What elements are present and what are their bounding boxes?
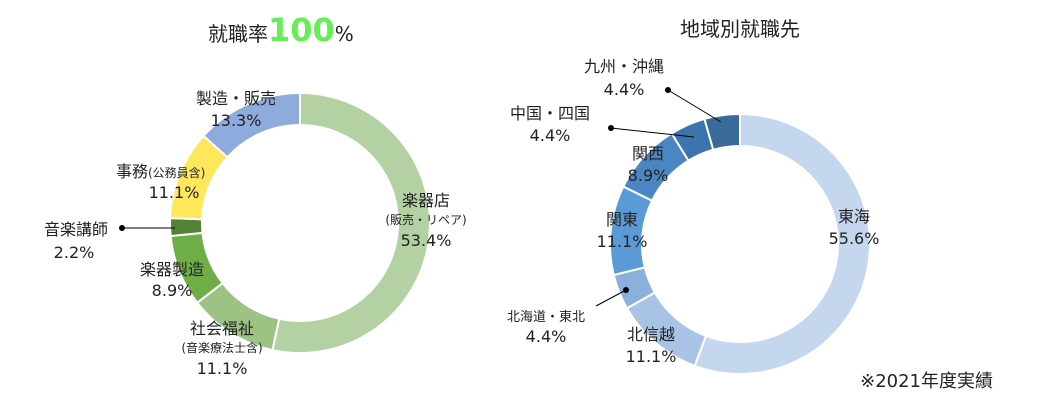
slice-label-東海: 東海 [838, 207, 870, 226]
slice-value-事務: 11.1% [149, 183, 200, 202]
leader-dot-中国四国 [608, 125, 614, 131]
slice-label-北信越: 北信越 [627, 325, 675, 344]
slice-label-事務: 事務 [116, 162, 148, 181]
slice-value-音楽講師: 2.2% [54, 243, 95, 262]
slice-value-楽器製造: 8.9% [152, 281, 193, 300]
donut2-slice-0 [693, 112, 871, 375]
leader-dot-北海道東北 [623, 287, 629, 293]
donut2-slice-6 [703, 112, 741, 151]
footnote: ※2021年度実績 [860, 371, 993, 392]
slice-label-九州沖縄: 九州・沖縄 [584, 57, 664, 76]
chart1-title-unit: % [335, 22, 354, 46]
donut1-slice-0 [271, 91, 431, 354]
donut1-slice-5 [202, 91, 301, 159]
slice-value-北海道東北: 4.4% [526, 327, 567, 346]
slice-label-社会福祉: 社会福祉 [190, 319, 254, 338]
slice-sublabel-楽器店: (販売・リペア) [385, 212, 466, 227]
slice-label-楽器店: 楽器店 [402, 191, 450, 210]
slice-value-製造販売: 13.3% [211, 111, 262, 130]
slice-value-関西: 8.9% [628, 166, 669, 185]
chart2-labels: 東海 55.6% 北信越 11.1% 北海道・東北 4.4% 関東 11.1% … [507, 57, 879, 366]
slice-value-九州沖縄: 4.4% [604, 80, 645, 99]
slice-value-関東: 11.1% [597, 232, 648, 251]
leader-line-九州沖縄 [667, 89, 722, 123]
leader-line-中国四国 [610, 127, 695, 138]
slice-value-東海: 55.6% [829, 229, 880, 248]
chart1-title-value: 100 [268, 11, 335, 49]
slice-label-中国四国: 中国・四国 [510, 104, 590, 123]
donut1-slice-3 [169, 217, 204, 238]
slice-sublabel-社会福祉: (音楽療法士含) [181, 340, 262, 355]
chart2-title: 地域別就職先 [680, 17, 800, 41]
chart1-title-prefix: 就職率 [208, 22, 268, 46]
slice-label-北海道東北: 北海道・東北 [507, 309, 585, 325]
chart1-labels: 楽器店 (販売・リペア) 53.4% 社会福祉 (音楽療法士含) 11.1% 楽… [44, 89, 467, 378]
slice-label-音楽講師: 音楽講師 [44, 220, 108, 239]
slice-label-製造販売: 製造・販売 [196, 89, 276, 108]
chart1-donut [169, 91, 431, 354]
slice-label-関西: 関西 [632, 144, 664, 163]
slice-value-中国四国: 4.4% [530, 126, 571, 145]
chart1-title: 就職率100% [208, 11, 354, 49]
donut2-slice-3 [609, 185, 654, 277]
slice-value-北信越: 11.1% [626, 347, 677, 366]
slice-sublabel-事務: (公務員含) [148, 165, 205, 180]
slice-value-楽器店: 53.4% [401, 231, 452, 250]
leader-dot-九州沖縄 [665, 87, 671, 93]
chart2-donut [609, 112, 871, 375]
leader-dot-音楽講師 [119, 225, 125, 231]
slice-value-社会福祉: 11.1% [197, 359, 248, 378]
slice-label-楽器製造: 楽器製造 [140, 260, 204, 279]
slice-label-関東: 関東 [606, 210, 638, 229]
leader-line-北海道東北 [595, 289, 627, 307]
